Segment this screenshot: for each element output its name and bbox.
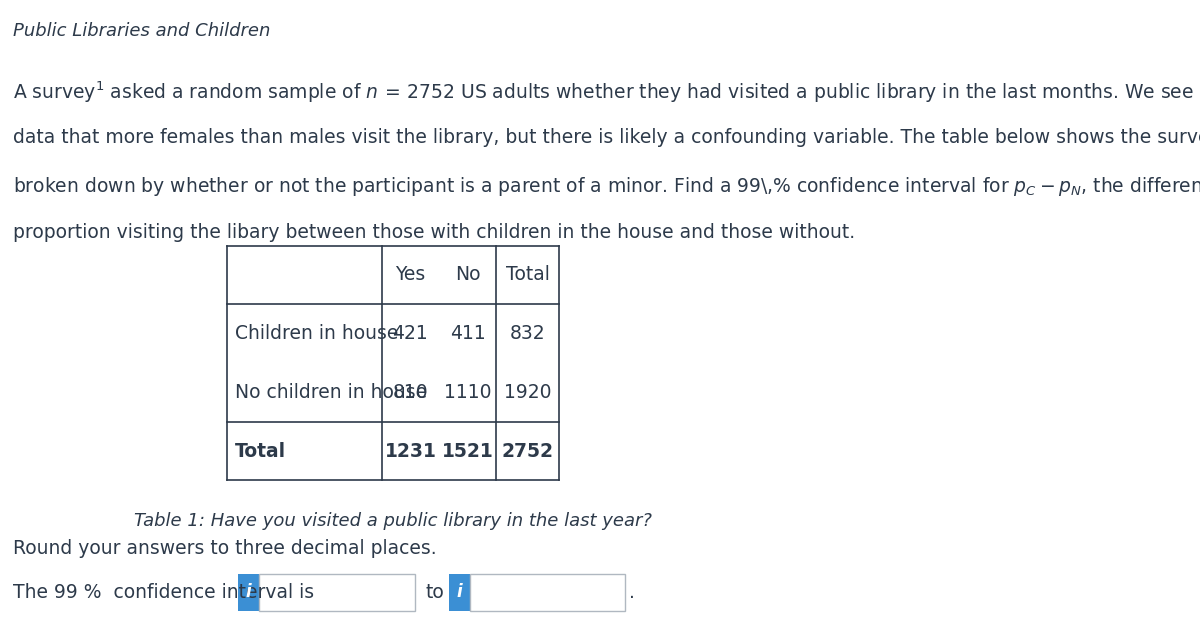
Text: Children in house: Children in house	[235, 324, 398, 343]
Text: 832: 832	[510, 324, 545, 343]
Text: data that more females than males visit the library, but there is likely a confo: data that more females than males visit …	[12, 128, 1200, 147]
FancyBboxPatch shape	[259, 574, 415, 611]
Text: proportion visiting the libary between those with children in the house and thos: proportion visiting the libary between t…	[12, 223, 854, 242]
Text: broken down by whether or not the participant is a parent of a minor. Find a 99\: broken down by whether or not the partic…	[12, 175, 1200, 198]
Text: i: i	[246, 583, 252, 601]
Text: 810: 810	[392, 383, 428, 402]
Text: 1920: 1920	[504, 383, 551, 402]
Text: .: .	[630, 582, 635, 602]
Text: A survey$^1$ asked a random sample of $n\,=\,$2752 US adults whether they had vi: A survey$^1$ asked a random sample of $n…	[12, 80, 1200, 105]
Text: Total: Total	[505, 265, 550, 285]
Text: to: to	[426, 582, 444, 602]
Text: No: No	[455, 265, 480, 285]
FancyBboxPatch shape	[239, 574, 259, 611]
Text: 2752: 2752	[502, 441, 553, 461]
Text: i: i	[457, 583, 462, 601]
FancyBboxPatch shape	[470, 574, 625, 611]
FancyBboxPatch shape	[449, 574, 470, 611]
Text: Yes: Yes	[395, 265, 426, 285]
Text: The 99 %  confidence interval is: The 99 % confidence interval is	[12, 582, 313, 602]
Text: 421: 421	[392, 324, 428, 343]
Text: 1110: 1110	[444, 383, 491, 402]
Text: Total: Total	[235, 441, 286, 461]
Text: No children in house: No children in house	[235, 383, 427, 402]
Text: 1231: 1231	[384, 441, 437, 461]
Text: Table 1: Have you visited a public library in the last year?: Table 1: Have you visited a public libra…	[134, 512, 652, 530]
Text: Round your answers to three decimal places.: Round your answers to three decimal plac…	[12, 539, 437, 558]
Text: 411: 411	[450, 324, 485, 343]
Text: 1521: 1521	[442, 441, 493, 461]
Text: Public Libraries and Children: Public Libraries and Children	[12, 22, 270, 40]
